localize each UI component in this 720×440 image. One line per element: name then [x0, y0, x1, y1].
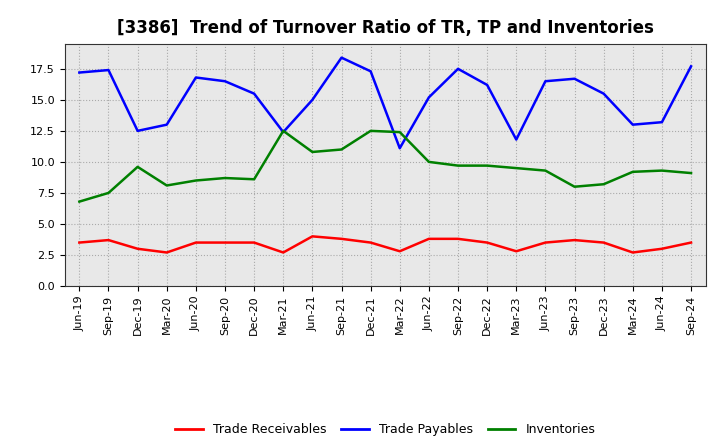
Trade Receivables	[104, 238, 113, 243]
Line: Inventories: Inventories	[79, 131, 691, 202]
Trade Receivables	[570, 238, 579, 243]
Trade Payables	[512, 137, 521, 142]
Line: Trade Receivables: Trade Receivables	[79, 236, 691, 253]
Trade Payables	[687, 64, 696, 69]
Inventories	[512, 165, 521, 171]
Trade Payables	[599, 91, 608, 96]
Inventories	[425, 159, 433, 165]
Trade Receivables	[483, 240, 492, 245]
Inventories	[454, 163, 462, 168]
Trade Receivables	[629, 250, 637, 255]
Inventories	[133, 164, 142, 169]
Trade Receivables	[687, 240, 696, 245]
Trade Receivables	[454, 236, 462, 242]
Inventories	[483, 163, 492, 168]
Trade Receivables	[599, 240, 608, 245]
Inventories	[657, 168, 666, 173]
Trade Payables	[337, 55, 346, 60]
Trade Payables	[192, 75, 200, 80]
Inventories	[366, 128, 375, 133]
Inventories	[163, 183, 171, 188]
Trade Payables	[75, 70, 84, 75]
Trade Payables	[483, 82, 492, 88]
Trade Payables	[395, 146, 404, 151]
Trade Receivables	[279, 250, 287, 255]
Trade Receivables	[337, 236, 346, 242]
Trade Payables	[308, 97, 317, 103]
Trade Payables	[570, 76, 579, 81]
Trade Payables	[629, 122, 637, 127]
Inventories	[220, 176, 229, 181]
Trade Payables	[541, 79, 550, 84]
Inventories	[337, 147, 346, 152]
Trade Receivables	[133, 246, 142, 251]
Trade Payables	[279, 129, 287, 135]
Inventories	[308, 149, 317, 154]
Trade Receivables	[250, 240, 258, 245]
Inventories	[687, 170, 696, 176]
Trade Receivables	[163, 250, 171, 255]
Inventories	[570, 184, 579, 189]
Trade Payables	[425, 95, 433, 100]
Trade Receivables	[308, 234, 317, 239]
Trade Payables	[104, 67, 113, 73]
Inventories	[279, 128, 287, 133]
Trade Receivables	[75, 240, 84, 245]
Title: [3386]  Trend of Turnover Ratio of TR, TP and Inventories: [3386] Trend of Turnover Ratio of TR, TP…	[117, 19, 654, 37]
Trade Receivables	[541, 240, 550, 245]
Trade Receivables	[395, 249, 404, 254]
Trade Payables	[250, 91, 258, 96]
Trade Receivables	[657, 246, 666, 251]
Inventories	[75, 199, 84, 204]
Inventories	[395, 129, 404, 135]
Legend: Trade Receivables, Trade Payables, Inventories: Trade Receivables, Trade Payables, Inven…	[170, 418, 600, 440]
Trade Payables	[454, 66, 462, 71]
Trade Receivables	[192, 240, 200, 245]
Trade Receivables	[220, 240, 229, 245]
Inventories	[104, 190, 113, 195]
Inventories	[541, 168, 550, 173]
Inventories	[629, 169, 637, 175]
Trade Payables	[657, 120, 666, 125]
Trade Payables	[220, 79, 229, 84]
Trade Receivables	[425, 236, 433, 242]
Inventories	[192, 178, 200, 183]
Line: Trade Payables: Trade Payables	[79, 58, 691, 148]
Trade Payables	[366, 69, 375, 74]
Inventories	[599, 182, 608, 187]
Trade Receivables	[512, 249, 521, 254]
Trade Payables	[163, 122, 171, 127]
Inventories	[250, 176, 258, 182]
Trade Payables	[133, 128, 142, 133]
Trade Receivables	[366, 240, 375, 245]
